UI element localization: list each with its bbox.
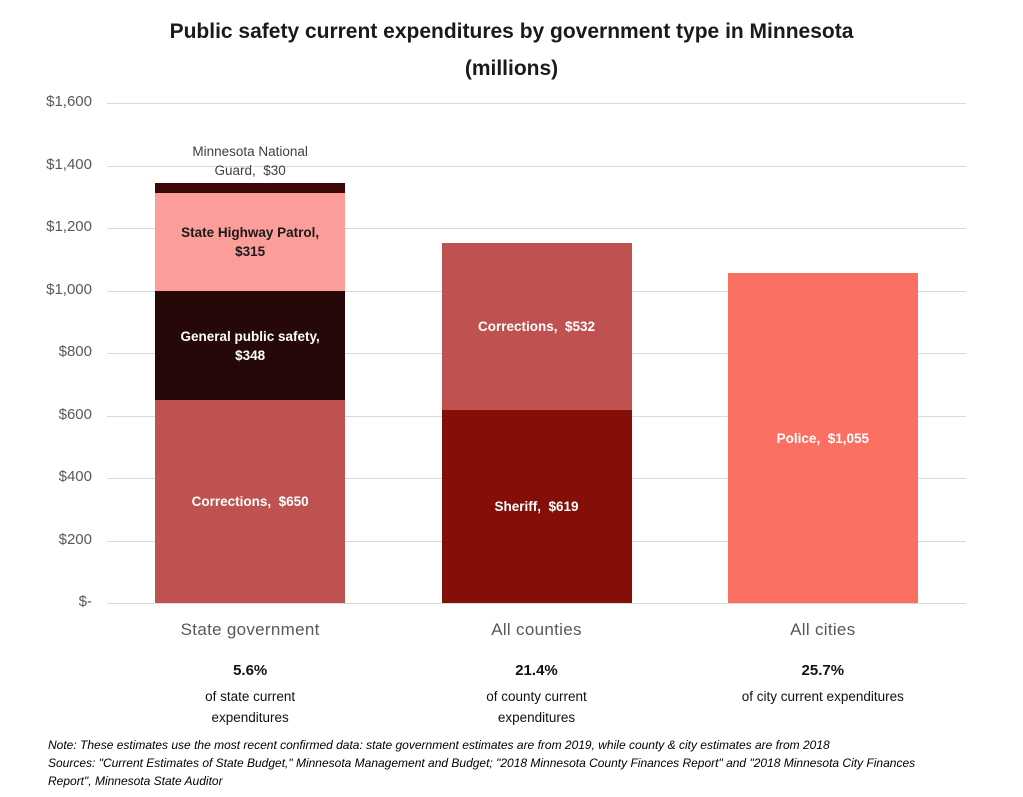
y-tick-label-800: $800 — [58, 343, 92, 360]
chart-note: Note: These estimates use the most recen… — [48, 738, 830, 752]
chart-sources: Sources: "Current Estimates of State Bud… — [48, 756, 916, 788]
gridline-1400 — [107, 165, 966, 167]
bar-segment-state-government-general-public-safety — [155, 291, 346, 400]
segment-label-minnesota-national-guard: Minnesota National Guard, $30 — [192, 144, 312, 179]
chart-title: Public safety current expenditures by go… — [169, 20, 854, 80]
y-tick-label-1200: $1,200 — [46, 218, 92, 235]
bar-segment-state-government-minnesota-national-guard — [155, 183, 346, 193]
y-tick-label-200: $200 — [58, 530, 92, 548]
category-label-all-counties: All counties — [491, 620, 582, 639]
y-tick-label-1600: $1,600 — [46, 93, 92, 110]
y-tick-label-1400: $1,400 — [46, 155, 92, 173]
category-label-all-cities: All cities — [790, 620, 856, 639]
annotation-pct-all-counties: 21.4% — [515, 662, 558, 679]
segment-label-general-public-safety: General public safety, $348 — [180, 328, 328, 363]
segment-label-corrections: Corrections, $532 — [477, 318, 596, 334]
segment-label-police: Police, $1,055 — [776, 430, 869, 446]
bar-segment-all-counties-corrections — [441, 243, 632, 410]
category-label-state-government: State government — [180, 620, 320, 639]
y-tick-label-600: $600 — [58, 405, 92, 423]
y-tick-label-0: $- — [78, 593, 92, 610]
y-tick-label-1000: $1,000 — [46, 280, 92, 298]
bar-segment-state-government-state-highway-patrol — [155, 192, 346, 292]
bar-segment-all-counties-sheriff — [441, 409, 632, 603]
segment-label-sheriff: Sheriff, $619 — [494, 498, 579, 514]
annotation-pct-state-government: 5.6% — [233, 662, 268, 679]
annotation-desc-state-government: of state current expenditures — [205, 689, 296, 725]
footnotes: Note: These estimates use the most recen… — [48, 736, 998, 790]
annotation-desc-all-counties: of county current expenditures — [486, 689, 587, 725]
gridline-1600 — [107, 103, 966, 104]
segment-label-corrections: Corrections, $650 — [191, 493, 309, 509]
annotation-desc-all-cities: of city current expenditures — [741, 689, 904, 704]
gridline-1200 — [107, 228, 966, 229]
gridline-0 — [107, 603, 966, 604]
bar-segment-all-cities-police — [727, 273, 918, 603]
y-tick-label-400: $400 — [58, 468, 92, 485]
segment-label-state-highway-patrol: State Highway Patrol, $315 — [181, 224, 327, 259]
annotation-pct-all-cities: 25.7% — [801, 662, 845, 679]
bar-segment-state-government-corrections — [155, 399, 346, 603]
